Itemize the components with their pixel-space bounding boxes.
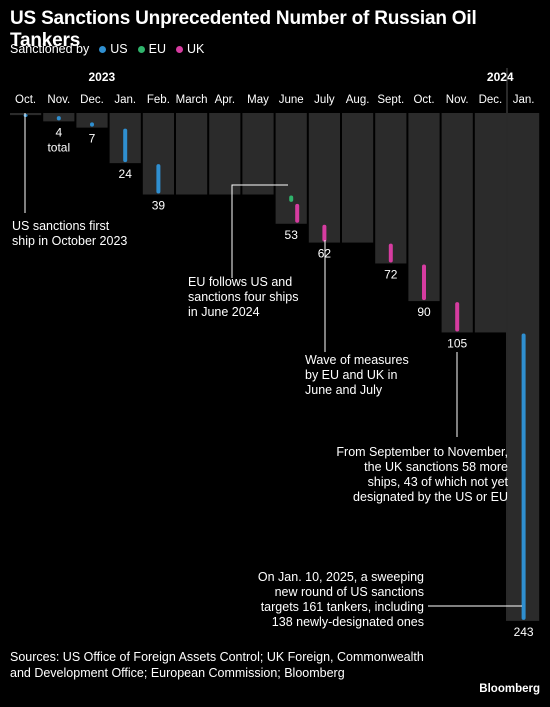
- bar-us-15: [521, 333, 526, 620]
- annotation-jan-2025-line-3: 138 newly-designated ones: [272, 615, 424, 629]
- legend-label: Sanctioned by: [10, 42, 90, 56]
- month-label-5: March: [176, 94, 208, 106]
- legend-swatch-us: [99, 45, 107, 53]
- value-label-15: 243: [514, 625, 534, 639]
- column-bg-10: [342, 113, 374, 243]
- month-label-2: Dec.: [80, 94, 104, 106]
- column-bg-14: [474, 113, 506, 333]
- month-label-6: Apr.: [215, 94, 235, 106]
- annotation-june-eu-line-0: EU follows US and: [188, 275, 292, 289]
- legend-item-us: US: [99, 42, 128, 56]
- bar-us-1: [56, 116, 61, 121]
- column-bg-7: [242, 113, 274, 195]
- bar-uk-8: [295, 203, 300, 223]
- legend-text-eu: EU: [148, 42, 166, 56]
- column-bg-13: [441, 113, 473, 333]
- annotation-june-eu-line-1: sanctions four ships: [188, 290, 298, 304]
- month-label-11: Sept.: [377, 94, 404, 106]
- legend-swatch-uk: [175, 45, 183, 53]
- legend-text-us: US: [110, 42, 128, 56]
- column-bg-6: [209, 113, 241, 195]
- column-bg-5: [176, 113, 208, 195]
- column-bg-2: [76, 113, 108, 128]
- value-label-12: 90: [417, 305, 431, 319]
- month-label-15: Jan.: [513, 94, 535, 106]
- legend: Sanctioned by US EU UK: [10, 42, 204, 56]
- sources-note: Sources: US Office of Foreign Assets Con…: [10, 650, 424, 680]
- column-bg-9: [308, 113, 340, 243]
- annotation-june-eu-line-2: in June 2024: [188, 305, 260, 319]
- column-bg-8: [275, 113, 307, 224]
- annotation-june-july-line-0: Wave of measures: [305, 353, 409, 367]
- total-label: total: [47, 140, 70, 154]
- bar-uk-12: [422, 264, 426, 301]
- month-label-9: July: [314, 94, 335, 106]
- month-label-13: Nov.: [446, 94, 469, 106]
- annotation-jan-2025-line-0: On Jan. 10, 2025, a sweeping: [258, 570, 424, 584]
- month-label-8: June: [279, 94, 304, 106]
- month-label-0: Oct.: [15, 94, 36, 106]
- legend-swatch-eu: [137, 45, 145, 53]
- value-label-4: 39: [152, 199, 166, 213]
- annotation-sept-nov-line-3: designated by the US or EU: [353, 490, 508, 504]
- annotation-oct-2023-line-1: ship in October 2023: [12, 234, 127, 248]
- leader-june-eu: [231, 184, 288, 278]
- legend-item-uk: UK: [175, 42, 205, 56]
- value-label-11: 72: [384, 267, 398, 281]
- year-label-2024: 2024: [487, 70, 514, 84]
- bar-uk-9: [322, 224, 327, 242]
- month-label-3: Jan.: [114, 94, 136, 106]
- annotation-sept-nov-line-2: ships, 43 of which not yet: [368, 475, 509, 489]
- value-label-2: 7: [89, 132, 96, 146]
- annotation-jan-2025-line-1: new round of US sanctions: [275, 585, 424, 599]
- bar-eu-8: [289, 195, 294, 202]
- bloomberg-logo: Bloomberg: [479, 683, 540, 695]
- bar-us-4: [156, 164, 161, 194]
- bar-uk-13: [455, 302, 460, 332]
- value-label-13: 105: [447, 336, 467, 350]
- column-bg-11: [375, 113, 407, 264]
- value-label-1: 4: [55, 125, 62, 139]
- legend-item-eu: EU: [137, 42, 166, 56]
- value-label-8: 53: [285, 228, 299, 242]
- month-label-4: Feb.: [147, 94, 170, 106]
- year-label-2023: 2023: [88, 70, 115, 84]
- month-label-10: Aug.: [346, 94, 370, 106]
- annotation-sept-nov-line-0: From September to November,: [336, 445, 508, 459]
- bar-us-3: [123, 128, 128, 163]
- value-label-3: 24: [119, 167, 133, 181]
- annotation-jan-2025-line-2: targets 161 tankers, including: [261, 600, 424, 614]
- annotation-oct-2023-line-0: US sanctions first: [12, 219, 110, 233]
- month-label-7: May: [247, 94, 269, 106]
- month-label-12: Oct.: [413, 94, 434, 106]
- bar-us-2: [90, 122, 94, 127]
- annotation-sept-nov-line-1: the UK sanctions 58 more: [364, 460, 508, 474]
- bar-uk-11: [388, 243, 393, 263]
- month-label-1: Nov.: [47, 94, 70, 106]
- legend-text-uk: UK: [186, 42, 205, 56]
- annotation-june-july-line-2: June and July: [305, 383, 383, 397]
- annotation-june-july-line-1: by EU and UK in: [305, 368, 397, 382]
- bar-us-0: [23, 114, 28, 117]
- month-label-14: Dec.: [479, 94, 503, 106]
- chart-title: US Sanctions Unprecedented Number of Rus…: [10, 8, 477, 51]
